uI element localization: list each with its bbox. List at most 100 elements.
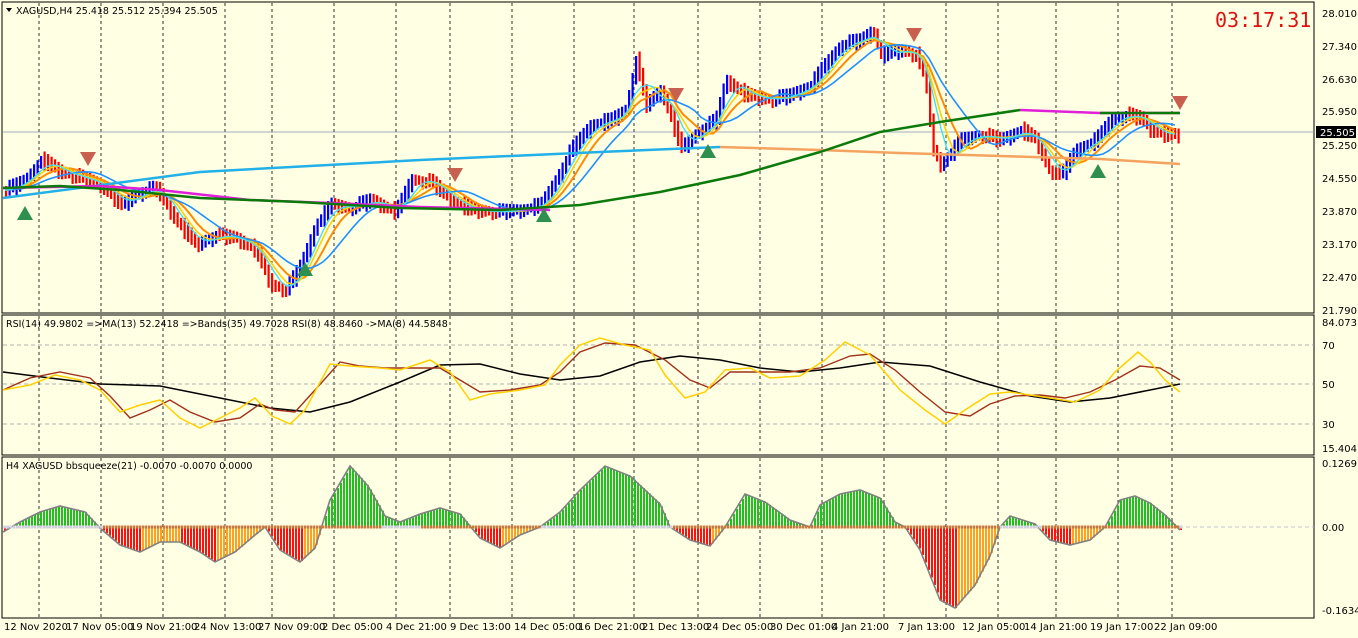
squeeze-dot	[898, 525, 901, 529]
squeeze-bar-negative	[484, 527, 486, 540]
bull-bar	[600, 118, 603, 128]
squeeze-bar-negative	[274, 527, 276, 541]
squeeze-bar-positive	[895, 522, 897, 527]
squeeze-histogram	[2, 464, 1314, 610]
rsi-brown-line	[2, 342, 1181, 423]
squeeze-bar-negative	[910, 527, 912, 535]
time-tick-label: 2 Dec 05:00	[322, 622, 383, 633]
squeeze-dot	[115, 525, 118, 529]
squeeze-bar-positive	[82, 511, 84, 527]
bull-bar	[558, 169, 561, 185]
squeeze-dot	[925, 525, 928, 529]
squeeze-dot	[1078, 525, 1081, 529]
squeeze-dot	[370, 525, 373, 529]
bear-bar	[922, 55, 925, 77]
bull-bar	[831, 50, 834, 68]
squeeze-dot	[277, 525, 280, 529]
bear-bar	[337, 199, 340, 215]
bull-bar	[404, 185, 407, 205]
bull-bar	[810, 81, 813, 91]
squeeze-panel[interactable]	[1, 456, 1315, 619]
squeeze-bar-negative	[937, 527, 939, 593]
bear-bar	[761, 91, 764, 106]
squeeze-dot	[601, 525, 604, 529]
squeeze-dot	[52, 525, 55, 529]
squeeze-bar-negative	[1063, 527, 1065, 544]
squeeze-dot	[532, 525, 535, 529]
squeeze-dot	[475, 525, 478, 529]
squeeze-bar-positive	[64, 507, 66, 527]
bull-bar	[659, 85, 662, 103]
squeeze-dot	[496, 525, 499, 529]
squeeze-dot	[466, 525, 469, 529]
squeeze-dot	[340, 525, 343, 529]
bear-bar	[677, 120, 680, 146]
squeeze-dot	[187, 525, 190, 529]
bull-bar	[1090, 138, 1093, 149]
squeeze-dot	[295, 525, 298, 529]
main-panel[interactable]	[1, 1, 1315, 314]
squeeze-dot	[832, 525, 835, 529]
squeeze-bar-negative	[253, 527, 255, 537]
squeeze-bar-negative	[112, 527, 114, 539]
bull-bar	[1016, 127, 1019, 140]
squeeze-bar-negative	[277, 527, 279, 546]
time-tick-label: 19 Nov 21:00	[130, 622, 197, 633]
bull-bar	[1079, 142, 1082, 159]
bear-bar	[764, 92, 767, 105]
bull-bar	[586, 124, 589, 139]
squeeze-bar-negative	[280, 527, 282, 550]
squeeze-bar-positive	[1129, 497, 1131, 527]
squeeze-bar-negative	[916, 527, 918, 544]
squeeze-bar-positive	[1006, 520, 1008, 527]
bear-bar	[1051, 165, 1054, 180]
squeeze-dot	[97, 525, 100, 529]
squeeze-bar-negative	[982, 527, 984, 572]
squeeze-bar-positive	[46, 510, 48, 527]
bear-bar	[449, 190, 452, 209]
squeeze-bar-negative	[1048, 527, 1050, 538]
squeeze-dot	[412, 525, 415, 529]
squeeze-bar-negative	[232, 527, 234, 554]
squeeze-dot	[724, 525, 727, 529]
squeeze-dot	[124, 525, 127, 529]
squeeze-bar-positive	[1147, 501, 1149, 527]
squeeze-dot	[847, 525, 850, 529]
bull-bar	[887, 45, 890, 62]
squeeze-bar-positive	[580, 490, 582, 527]
squeeze-dot	[667, 525, 670, 529]
bear-bar	[169, 200, 172, 220]
squeeze-bar-positive	[391, 518, 393, 527]
squeeze-dot	[103, 525, 106, 529]
menu-triangle-icon[interactable]	[6, 8, 12, 12]
squeeze-dot	[499, 525, 502, 529]
squeeze-dot	[1117, 525, 1120, 529]
bull-bar	[537, 197, 540, 214]
squeeze-bar-positive	[88, 515, 90, 527]
squeeze-dot	[742, 525, 745, 529]
squeeze-bar-positive	[607, 466, 609, 527]
squeeze-bar-positive	[1156, 507, 1158, 527]
bear-bar	[120, 194, 123, 211]
bull-bar	[204, 234, 207, 248]
squeeze-dot	[376, 525, 379, 529]
rsi-panel[interactable]	[1, 314, 1315, 456]
squeeze-bar-positive	[817, 511, 819, 527]
squeeze-bar-positive	[862, 490, 864, 527]
bear-bar	[463, 196, 466, 216]
squeeze-dot	[580, 525, 583, 529]
squeeze-dot	[169, 525, 172, 529]
squeeze-dot	[811, 525, 814, 529]
bull-bar	[1097, 129, 1100, 148]
squeeze-bar-negative	[130, 527, 132, 549]
squeeze-bar-positive	[820, 505, 822, 527]
rsi-lines	[2, 337, 1181, 429]
squeeze-dot	[127, 525, 130, 529]
squeeze-bar-positive	[886, 507, 888, 527]
time-tick-label: 4 Dec 21:00	[386, 622, 447, 633]
bear-bar	[673, 109, 676, 137]
squeeze-bar-positive	[1168, 518, 1170, 527]
squeeze-bar-negative	[913, 527, 915, 540]
bear-bar	[274, 279, 277, 292]
